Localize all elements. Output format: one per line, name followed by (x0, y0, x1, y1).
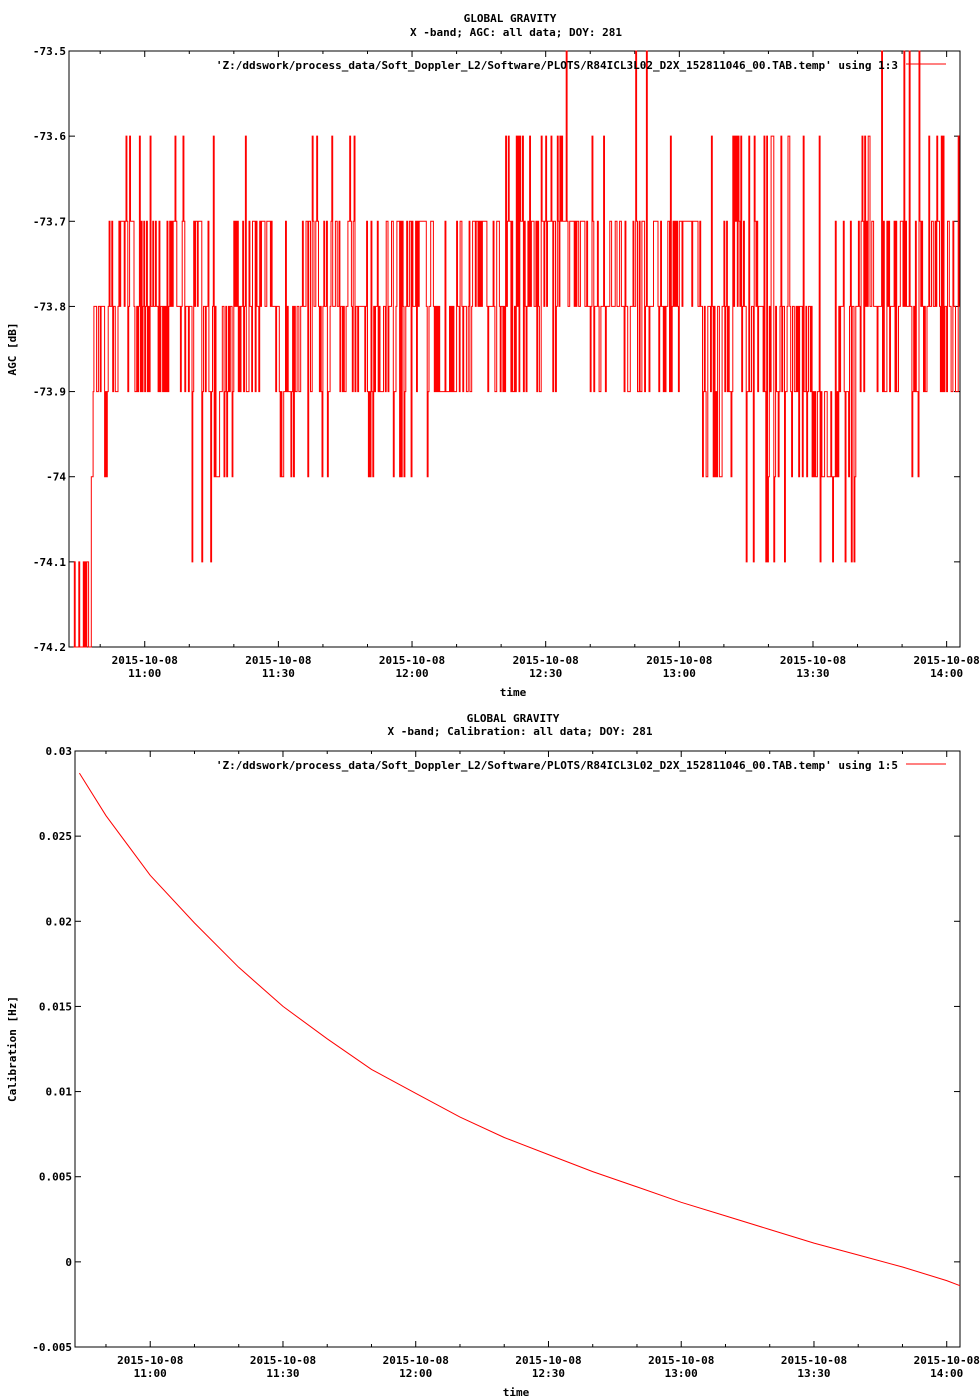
agc-x-tick-time: 12:30 (529, 667, 562, 680)
calibration-x-tick-time: 11:30 (266, 1367, 299, 1380)
agc-x-tick-date: 2015-10-08 (780, 654, 846, 667)
calibration-x-tick-date: 2015-10-08 (648, 1354, 714, 1367)
agc-x-tick-date: 2015-10-08 (112, 654, 178, 667)
agc-y-axis: -73.5 -73.6 -73.7 -73.8 -73.9 -74 -74.1 -74.2 (33, 45, 960, 654)
calibration-y-tick-label: -0.005 (32, 1341, 72, 1354)
agc-y-tick-label: -74.1 (33, 556, 66, 569)
calibration-y-tick-label: 0.025 (39, 830, 72, 843)
agc-plot-frame (68, 50, 961, 648)
agc-x-tick-date: 2015-10-08 (513, 654, 579, 667)
agc-y-tick-label: -74.2 (33, 641, 66, 654)
agc-x-tick-time: 14:00 (930, 667, 963, 680)
agc-y-tick-label: -73.7 (33, 215, 66, 228)
agc-x-tick-date: 2015-10-08 (914, 654, 980, 667)
agc-x-tick-date: 2015-10-08 (379, 654, 445, 667)
calibration-series-line (78, 772, 961, 1287)
calibration-y-tick-label: 0.03 (46, 745, 73, 758)
agc-y-axis-label: AGC [dB] (6, 323, 19, 376)
agc-y-tick-label: -73.8 (33, 300, 66, 313)
agc-series-line (73, 50, 960, 648)
calibration-plot-frame (74, 750, 961, 1348)
calibration-x-tick-time: 11:00 (134, 1367, 167, 1380)
calibration-x-tick-date: 2015-10-08 (250, 1354, 316, 1367)
calibration-legend-entry: 'Z:/ddswork/process_data/Soft_Doppler_L2… (216, 759, 898, 772)
calibration-series (78, 772, 961, 1287)
agc-x-tick-date: 2015-10-08 (245, 654, 311, 667)
calibration-x-tick-time: 14:00 (930, 1367, 963, 1380)
agc-x-tick-time: 11:00 (128, 667, 161, 680)
agc-chart-subtitle: X -band; AGC: all data; DOY: 281 (410, 26, 622, 39)
calibration-x-tick-date: 2015-10-08 (914, 1354, 980, 1367)
calibration-y-tick-label: 0.005 (39, 1171, 72, 1184)
agc-x-tick-time: 11:30 (262, 667, 295, 680)
calibration-y-tick-label: 0.015 (39, 1000, 72, 1013)
calibration-y-axis: 0.03 0.025 0.02 0.015 0.01 0.005 0 -0.005 (32, 745, 960, 1354)
agc-x-axis-label: time (500, 686, 527, 699)
calibration-y-tick-label: 0 (65, 1256, 72, 1269)
calibration-x-axis: 2015-10-0811:002015-10-0811:302015-10-08… (105, 751, 980, 1380)
agc-x-tick-date: 2015-10-08 (646, 654, 712, 667)
agc-chart-title: GLOBAL GRAVITY (464, 12, 557, 25)
calibration-x-tick-date: 2015-10-08 (117, 1354, 183, 1367)
calibration-x-tick-time: 13:00 (665, 1367, 698, 1380)
calibration-x-tick-time: 12:00 (399, 1367, 432, 1380)
agc-x-tick-time: 13:30 (796, 667, 829, 680)
agc-y-tick-label: -73.6 (33, 130, 66, 143)
calibration-x-axis-label: time (503, 1386, 530, 1399)
agc-x-axis: 2015-10-0811:002015-10-0811:302015-10-08… (99, 51, 980, 680)
calibration-y-axis-label: Calibration [Hz] (6, 996, 19, 1102)
calibration-x-tick-time: 13:30 (797, 1367, 830, 1380)
agc-legend-entry: 'Z:/ddswork/process_data/Soft_Doppler_L2… (216, 59, 898, 72)
calibration-chart-subtitle: X -band; Calibration: all data; DOY: 281 (388, 725, 653, 738)
agc-chart: GLOBAL GRAVITY X -band; AGC: all data; D… (6, 12, 980, 699)
agc-x-tick-time: 12:00 (395, 667, 428, 680)
calibration-x-tick-date: 2015-10-08 (515, 1354, 581, 1367)
calibration-x-tick-date: 2015-10-08 (781, 1354, 847, 1367)
calibration-x-tick-date: 2015-10-08 (383, 1354, 449, 1367)
calibration-chart: GLOBAL GRAVITY X -band; Calibration: all… (6, 712, 980, 1399)
agc-x-tick-time: 13:00 (663, 667, 696, 680)
calibration-y-tick-label: 0.01 (46, 1086, 73, 1099)
agc-series (73, 50, 960, 648)
agc-y-tick-label: -74 (46, 471, 66, 484)
calibration-y-tick-label: 0.02 (46, 915, 73, 928)
calibration-x-tick-time: 12:30 (532, 1367, 565, 1380)
calibration-chart-title: GLOBAL GRAVITY (467, 712, 560, 725)
agc-y-tick-label: -73.5 (33, 45, 66, 58)
agc-y-tick-label: -73.9 (33, 386, 66, 399)
